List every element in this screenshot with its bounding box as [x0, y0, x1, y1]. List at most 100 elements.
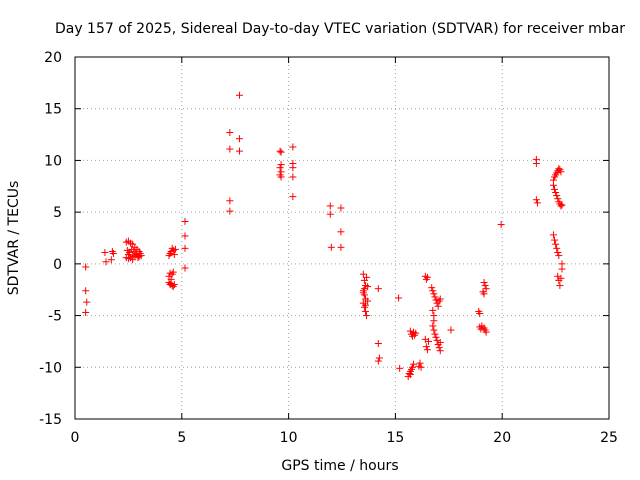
- x-tick-label: 25: [600, 430, 618, 446]
- data-point-marker: [359, 270, 367, 278]
- data-point-marker: [552, 188, 560, 196]
- data-point-marker: [289, 193, 297, 201]
- data-point-marker: [408, 363, 416, 371]
- data-point-marker: [375, 354, 383, 362]
- data-point-marker: [416, 359, 424, 367]
- y-tick-labels: -15 -10 -5 0 5 10 15 20: [39, 50, 62, 428]
- data-point-marker: [429, 306, 437, 314]
- data-point-marker: [276, 147, 284, 155]
- data-point-marker: [277, 173, 285, 181]
- data-point-marker: [432, 333, 440, 341]
- data-point-marker: [327, 243, 335, 251]
- data-point-marker: [554, 195, 562, 203]
- data-point-marker: [277, 161, 285, 169]
- data-point-marker: [551, 185, 559, 193]
- data-point-marker: [326, 210, 334, 218]
- x-tick-label: 10: [280, 430, 298, 446]
- data-point-marker: [447, 326, 455, 334]
- data-point-marker: [181, 232, 189, 240]
- data-point-marker: [361, 301, 369, 309]
- data-point-marker: [226, 145, 234, 153]
- data-point-marker: [226, 197, 234, 205]
- data-point-marker: [532, 160, 540, 168]
- data-point-marker: [132, 250, 140, 258]
- data-point-marker: [557, 202, 565, 210]
- data-point-marker: [107, 256, 115, 264]
- data-point-marker: [432, 296, 440, 304]
- data-point-marker: [533, 199, 541, 207]
- data-point-marker: [410, 360, 418, 368]
- data-point-marker: [430, 317, 438, 325]
- data-point-marker: [549, 231, 557, 239]
- data-point-marker: [374, 357, 382, 365]
- data-point-marker: [431, 330, 439, 338]
- data-point-marker: [429, 322, 437, 330]
- data-point-marker: [171, 245, 179, 253]
- y-tick-label: -10: [39, 360, 62, 376]
- data-point-marker: [435, 344, 443, 352]
- data-point-marker: [423, 273, 431, 281]
- y-tick-label: 5: [53, 205, 62, 221]
- data-point-marker: [558, 201, 566, 209]
- data-point-marker: [428, 284, 436, 292]
- data-point-marker: [170, 251, 178, 259]
- data-point-marker: [83, 298, 91, 306]
- data-point-marker: [226, 129, 234, 137]
- data-point-marker: [553, 192, 561, 200]
- data-point-marker: [364, 297, 372, 305]
- data-point-marker: [412, 329, 420, 337]
- data-point-marker: [430, 326, 438, 334]
- data-point-marker: [549, 181, 557, 189]
- data-point-marker: [429, 287, 437, 295]
- data-point-marker: [552, 240, 560, 248]
- data-point-marker: [497, 221, 505, 229]
- x-tick-label: 15: [386, 430, 404, 446]
- data-point-marker: [289, 173, 297, 181]
- data-point-marker: [406, 327, 414, 335]
- data-point-marker: [431, 293, 439, 301]
- data-point-marker: [423, 346, 431, 354]
- y-tick-label: -5: [48, 309, 62, 325]
- data-point-marker: [554, 248, 562, 256]
- x-tick-label: 0: [71, 430, 80, 446]
- chart-title: Day 157 of 2025, Sidereal Day-to-day VTE…: [55, 21, 625, 37]
- data-point-marker: [374, 285, 382, 293]
- x-tick-label: 5: [177, 430, 186, 446]
- data-point-marker: [235, 91, 243, 99]
- y-tick-label: 10: [44, 153, 62, 169]
- data-point-marker: [337, 228, 345, 236]
- data-point-marker: [82, 263, 90, 271]
- data-point-marker: [557, 168, 565, 176]
- data-point-marker: [477, 325, 485, 333]
- data-point-marker: [101, 248, 109, 256]
- data-point-marker: [181, 244, 189, 252]
- data-point-marker: [337, 243, 345, 251]
- data-point-marker: [532, 196, 540, 204]
- data-point-marker: [436, 295, 444, 303]
- y-axis-label: SDTVAR / TECUs: [6, 181, 22, 296]
- data-point-marker: [359, 289, 367, 297]
- data-point-marker: [337, 204, 345, 212]
- data-point-marker: [480, 278, 488, 286]
- y-tick-label: 20: [44, 50, 62, 66]
- data-point-marker: [436, 338, 444, 346]
- data-point-marker: [482, 285, 490, 293]
- data-point-marker: [82, 308, 90, 316]
- data-point-marker: [476, 310, 484, 318]
- data-point-marker: [556, 282, 564, 290]
- x-tick-labels: 0 5 10 15 20 25: [71, 430, 618, 446]
- data-point-marker: [364, 283, 372, 291]
- data-point-marker: [553, 244, 561, 252]
- data-point-marker: [363, 312, 371, 320]
- x-axis-label: GPS time / hours: [281, 458, 398, 474]
- y-tick-label: -15: [39, 412, 62, 428]
- y-tick-label: 0: [53, 257, 62, 273]
- data-point-marker: [361, 307, 369, 315]
- data-point-marker: [124, 251, 132, 259]
- data-point-marker: [235, 135, 243, 143]
- data-point-marker: [129, 256, 137, 264]
- data-point-marker: [363, 273, 371, 281]
- data-point-marker: [181, 217, 189, 225]
- data-point-marker: [551, 236, 559, 244]
- data-point-marker: [481, 282, 489, 290]
